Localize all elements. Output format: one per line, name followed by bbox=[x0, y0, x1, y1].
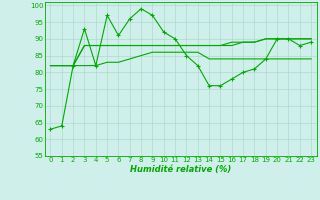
X-axis label: Humidité relative (%): Humidité relative (%) bbox=[130, 165, 231, 174]
